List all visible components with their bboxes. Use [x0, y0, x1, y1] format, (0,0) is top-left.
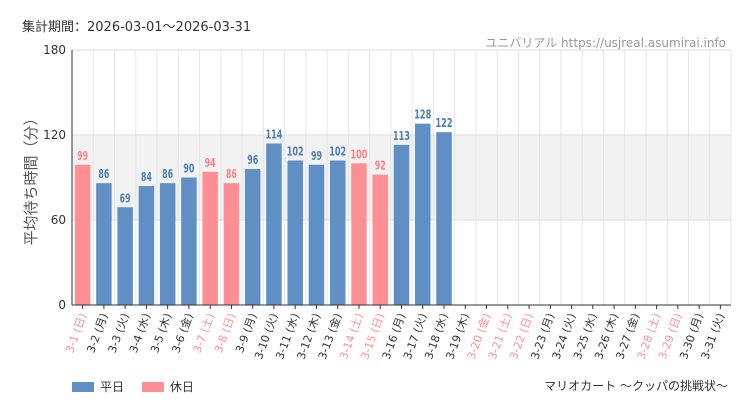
y-tick-label: 120 — [43, 128, 66, 142]
bar — [202, 171, 218, 305]
axis-layer: 0 60 120 180 — [43, 43, 731, 312]
bar-value-label: 96 — [247, 153, 258, 167]
bar — [266, 143, 282, 305]
bar — [415, 123, 431, 306]
bar-value-label: 69 — [120, 191, 131, 205]
bar-value-label: 122 — [436, 116, 453, 130]
bar-value-label: 100 — [350, 147, 367, 161]
legend: 平日 休日 — [72, 378, 208, 395]
bar-value-label: 84 — [141, 170, 152, 184]
source-label: ユニバリアル https://usjreal.asumirai.info — [485, 36, 726, 50]
bar — [117, 207, 133, 305]
bar — [96, 183, 112, 305]
bar — [159, 183, 176, 305]
bar-value-label: 94 — [205, 156, 216, 170]
bar — [393, 144, 410, 305]
legend-item-holiday: 休日 — [141, 378, 194, 395]
bar-value-label: 99 — [77, 149, 88, 163]
bar-value-label: 113 — [393, 129, 410, 143]
y-axis-title: 平均待ち時間（分） — [22, 110, 40, 245]
bar — [244, 169, 261, 305]
bar — [351, 163, 367, 305]
y-tick-label: 180 — [43, 43, 66, 57]
x-tick-label-layer: 3-1 (日)3-2 (月)3-3 (火)3-4 (水)3-5 (木)3-6 (… — [63, 311, 727, 361]
bar — [223, 183, 240, 305]
bar-layer — [74, 123, 452, 306]
legend-label-weekday: 平日 — [100, 380, 125, 394]
bar — [308, 164, 325, 305]
legend-swatch-holiday — [141, 381, 164, 392]
bar — [436, 132, 452, 305]
bar-value-label: 102 — [287, 145, 304, 159]
legend-item-weekday: 平日 — [72, 378, 124, 395]
bar-value-label: 90 — [183, 162, 194, 176]
value-label-layer: 99 86 69 84 86 90 94 86 96 114 102 99 102 100 92 113 128… — [77, 108, 452, 206]
bar — [287, 160, 303, 305]
legend-swatch-weekday — [72, 381, 94, 392]
bar-value-label: 86 — [226, 167, 237, 181]
bar-value-label: 86 — [98, 167, 109, 181]
bar — [74, 164, 91, 305]
bar — [138, 186, 155, 305]
bar-value-label: 92 — [375, 159, 386, 173]
bar-value-label: 102 — [329, 145, 346, 159]
legend-label-holiday: 休日 — [169, 380, 194, 394]
bar — [329, 160, 346, 305]
bar-value-label: 128 — [414, 108, 431, 122]
bar — [181, 177, 197, 305]
bar — [372, 174, 388, 305]
bar-value-label: 86 — [162, 167, 173, 181]
bar-value-label: 114 — [265, 128, 282, 142]
y-tick-label: 0 — [58, 298, 66, 312]
chart-title: マリオカート 〜クッパの挑戦状〜 — [544, 379, 728, 393]
bar-value-label: 99 — [311, 149, 322, 163]
period-label: 集計期間：2026-03-01〜2026-03-31 — [22, 20, 252, 35]
y-tick-label: 60 — [51, 213, 66, 227]
